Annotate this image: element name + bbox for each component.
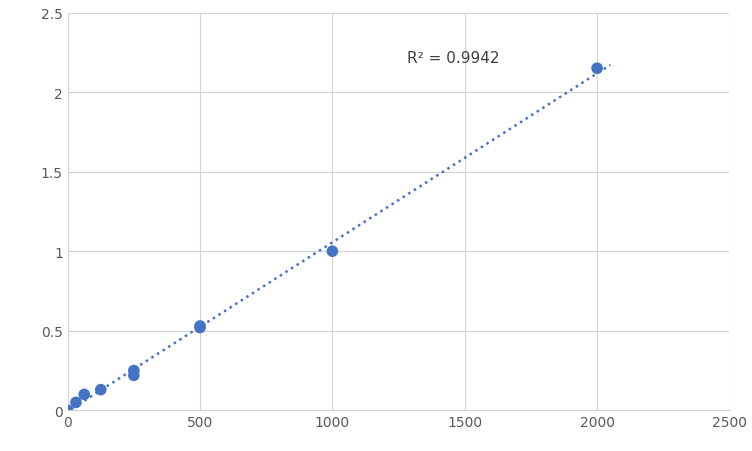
Point [62,407,74,414]
Point [70,399,82,406]
Point [128,367,140,374]
Point [194,322,206,330]
Point [95,386,107,393]
Point [78,391,90,398]
Text: R² = 0.9942: R² = 0.9942 [407,51,499,65]
Point [128,372,140,379]
Point [591,65,603,73]
Point [194,324,206,331]
Point [326,248,338,255]
